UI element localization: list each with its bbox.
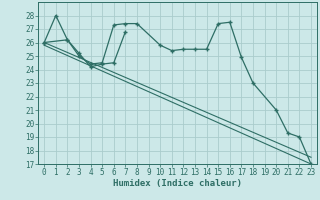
X-axis label: Humidex (Indice chaleur): Humidex (Indice chaleur) (113, 179, 242, 188)
